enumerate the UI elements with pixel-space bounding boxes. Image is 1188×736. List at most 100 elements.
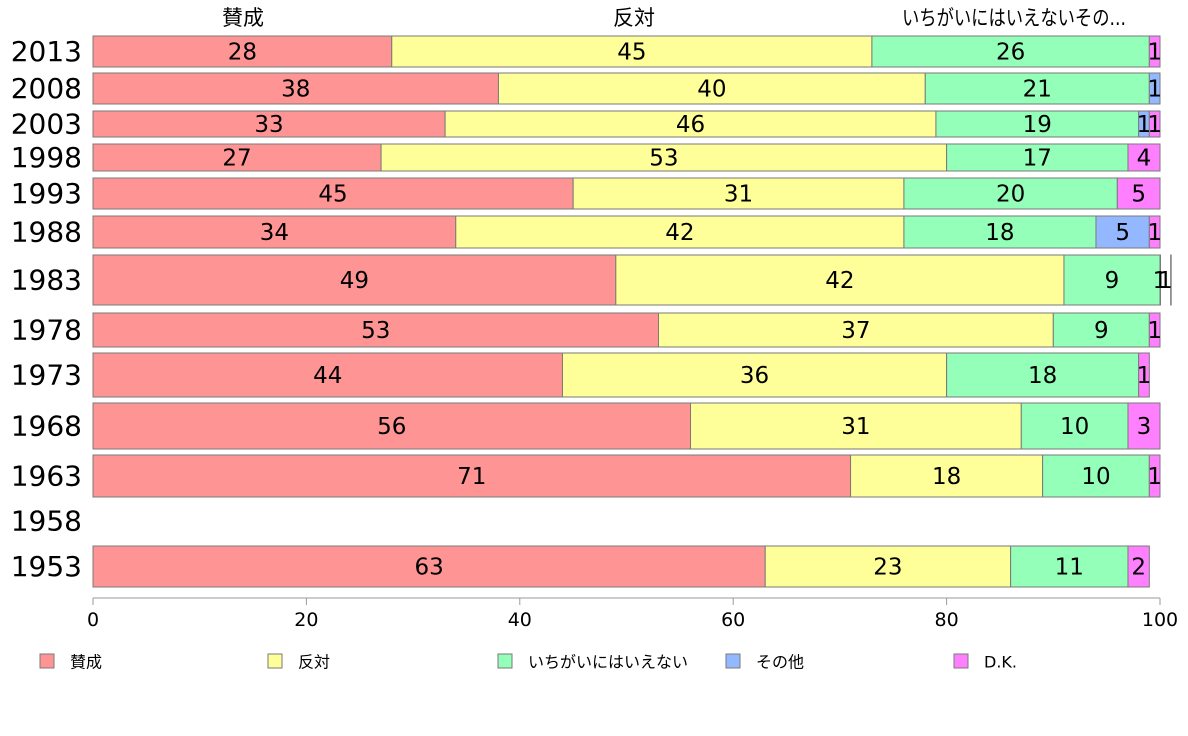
bar-segment: [391, 35, 873, 68]
bar-segment: [92, 35, 393, 68]
legend-label: 賛成: [70, 653, 102, 672]
data-label: 63: [414, 555, 443, 581]
data-label: 1: [1147, 112, 1162, 138]
data-label: 4: [1137, 146, 1152, 172]
bar-segment: [850, 454, 1044, 498]
bar-segment: [1020, 402, 1129, 450]
data-label: 42: [665, 220, 694, 246]
data-label: 40: [697, 77, 726, 103]
data-label: 1: [1158, 268, 1173, 294]
bar-segment: [92, 352, 563, 398]
data-label: 3: [1137, 414, 1152, 440]
x-tick-label: 20: [294, 609, 318, 631]
data-label: 31: [841, 414, 870, 440]
data-label: 56: [377, 414, 406, 440]
data-label: 46: [676, 112, 705, 138]
bar-segment: [615, 254, 1065, 306]
category-label: 2013: [11, 35, 82, 68]
category-label: 1963: [11, 460, 82, 493]
data-label: 20: [996, 182, 1025, 208]
category-label: 1998: [11, 141, 82, 174]
bar-segment: [92, 215, 457, 249]
data-label: 34: [260, 220, 289, 246]
data-label: 17: [1023, 146, 1052, 172]
bar-segment: [871, 35, 1150, 68]
data-label: 9: [1094, 318, 1109, 344]
bar-segment: [764, 545, 1012, 588]
bar-segment: [1010, 545, 1129, 588]
data-label: 71: [457, 464, 486, 490]
legend-label: いちがいにはいえない: [528, 653, 688, 672]
data-label: 1: [1147, 77, 1162, 103]
data-label: 1: [1153, 268, 1168, 294]
data-label: 18: [985, 220, 1014, 246]
bar-segment: [1148, 312, 1161, 348]
bar-segment: [92, 143, 382, 172]
data-label: 42: [825, 268, 854, 294]
data-label: 5: [1115, 220, 1130, 246]
bar-segment: [1138, 352, 1150, 398]
legend-swatch: [39, 653, 55, 669]
category-label: 1953: [11, 550, 82, 583]
data-label: 31: [724, 182, 753, 208]
bar-segment: [903, 215, 1097, 249]
top-label: いちがいにはいえないその...: [902, 6, 1126, 30]
bar-segment: [1095, 215, 1150, 249]
bar-segment: [1052, 312, 1150, 348]
bar-segment: [1116, 177, 1161, 210]
data-label: 18: [932, 464, 961, 490]
data-label: 10: [1081, 464, 1110, 490]
data-label: 38: [281, 77, 310, 103]
bar-segment: [935, 110, 1140, 138]
data-label: 26: [996, 40, 1025, 66]
data-label: 1: [1147, 464, 1162, 490]
data-label: 1: [1147, 318, 1162, 344]
bar-segment: [690, 402, 1022, 450]
category-label: 1978: [11, 314, 82, 347]
legend-label: その他: [756, 653, 804, 672]
legend-swatch: [953, 653, 969, 669]
bar-segment: [1148, 454, 1161, 498]
bar-segment: [924, 72, 1150, 105]
category-label: 1993: [11, 177, 82, 210]
bar-segment: [946, 352, 1140, 398]
bar-segment: [444, 110, 937, 138]
bar-segment: [946, 143, 1129, 172]
data-label: 23: [873, 555, 902, 581]
x-tick-label: 40: [508, 609, 532, 631]
data-label: 2: [1131, 555, 1146, 581]
data-label: 21: [1023, 77, 1052, 103]
data-label: 45: [318, 182, 347, 208]
data-label: 1: [1147, 40, 1162, 66]
bar-segment: [1127, 545, 1150, 588]
bar-segment: [497, 72, 926, 105]
bar-segment: [92, 110, 446, 138]
category-label: 1958: [11, 505, 82, 538]
bar-segment: [1148, 110, 1161, 138]
category-label: 1968: [11, 410, 82, 443]
top-label: 反対: [613, 6, 655, 30]
category-label: 2003: [11, 108, 82, 141]
bar-segment: [561, 352, 948, 398]
legend-label: 反対: [298, 653, 330, 672]
data-label: 1: [1137, 112, 1152, 138]
legend-label: D.K.: [984, 653, 1017, 672]
data-label: 10: [1060, 414, 1089, 440]
data-label: 1: [1137, 363, 1152, 389]
x-tick-label: 60: [721, 609, 745, 631]
legend-swatch: [267, 653, 283, 669]
bar-segment: [1148, 215, 1161, 249]
data-label: 53: [649, 146, 678, 172]
category-label: 1983: [11, 264, 82, 297]
x-tick-label: 80: [935, 609, 959, 631]
bar-segment: [92, 402, 692, 450]
data-label: 1: [1147, 220, 1162, 246]
bar-segment: [455, 215, 905, 249]
data-label: 19: [1023, 112, 1052, 138]
data-label: 53: [361, 318, 390, 344]
data-label: 36: [740, 363, 769, 389]
data-label: 9: [1105, 268, 1120, 294]
bar-segment: [92, 254, 617, 306]
data-label: 18: [1028, 363, 1057, 389]
